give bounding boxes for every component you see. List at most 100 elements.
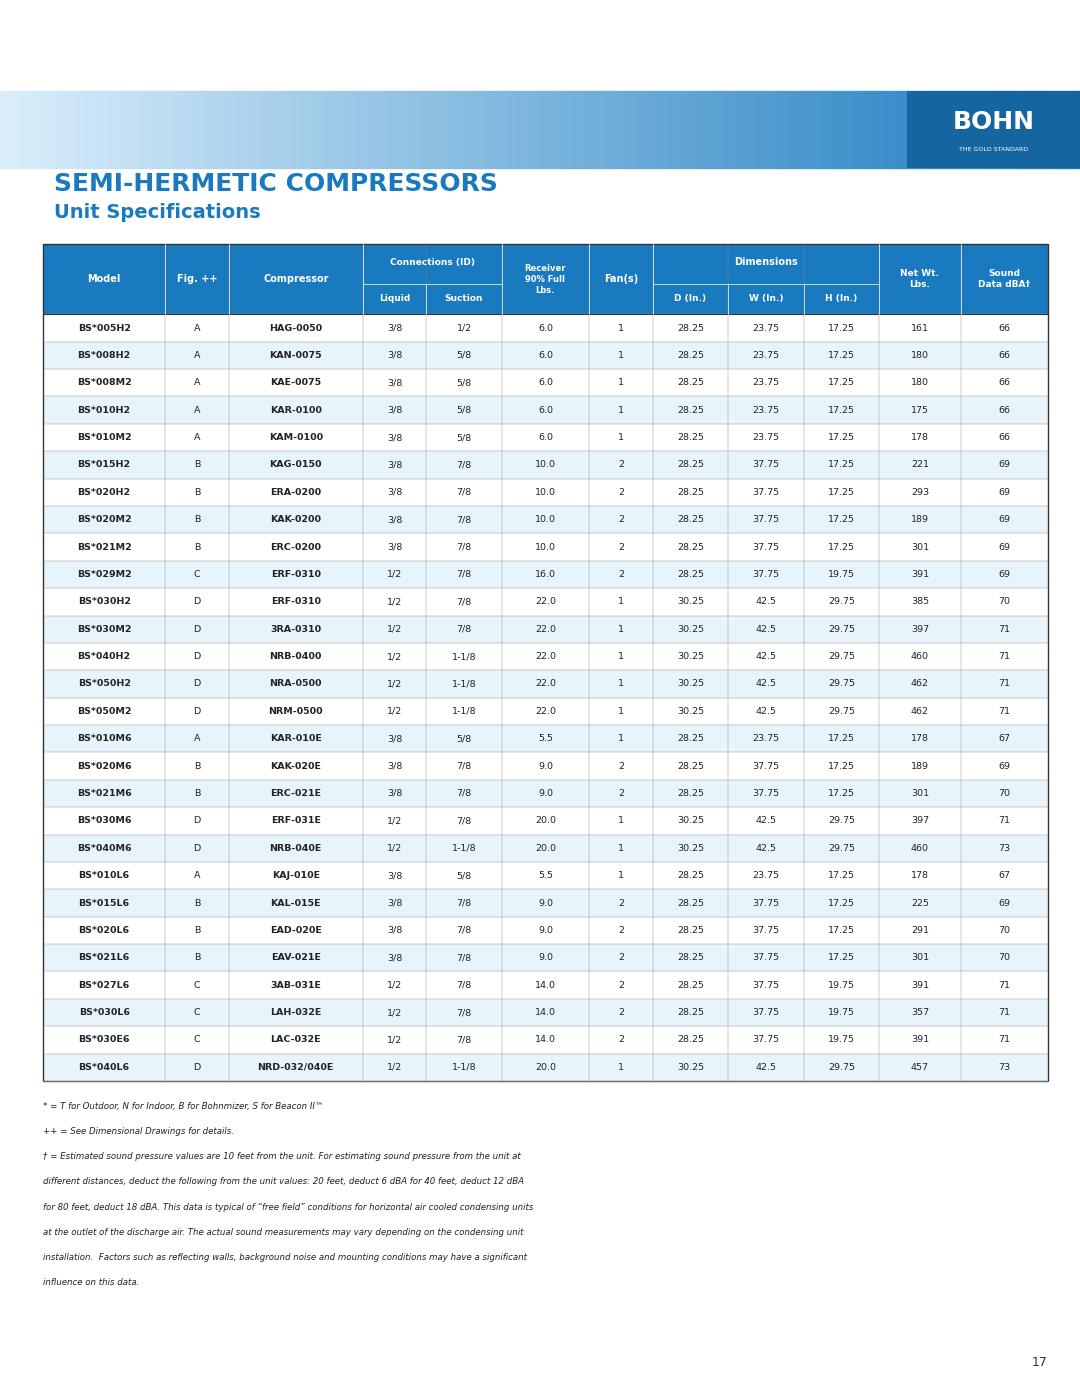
Bar <box>799 91 810 168</box>
Text: 1: 1 <box>618 679 624 689</box>
Text: 37.75: 37.75 <box>753 898 780 908</box>
Text: 178: 178 <box>910 735 929 743</box>
Bar <box>940 91 950 168</box>
Text: ERF-031E: ERF-031E <box>271 816 321 826</box>
Text: NRD-032/040E: NRD-032/040E <box>257 1063 334 1071</box>
Text: Liquid: Liquid <box>379 295 410 303</box>
Text: 3/8: 3/8 <box>387 405 402 415</box>
Text: 1: 1 <box>618 351 624 360</box>
Text: 5/8: 5/8 <box>457 433 472 441</box>
Text: 37.75: 37.75 <box>753 953 780 963</box>
Text: C: C <box>193 1035 201 1045</box>
Text: 70: 70 <box>998 789 1010 798</box>
Text: 6.0: 6.0 <box>538 433 553 441</box>
Bar <box>670 91 680 168</box>
Text: 17.25: 17.25 <box>828 789 855 798</box>
Bar <box>562 91 572 168</box>
Text: 457: 457 <box>910 1063 929 1071</box>
Text: KAK-020E: KAK-020E <box>270 761 321 771</box>
Text: 6.0: 6.0 <box>538 324 553 332</box>
Bar <box>1058 91 1069 168</box>
Text: 1-1/8: 1-1/8 <box>451 652 476 661</box>
Text: BS*050M2: BS*050M2 <box>77 707 132 715</box>
Text: 2: 2 <box>618 898 624 908</box>
Text: 291: 291 <box>910 926 929 935</box>
Text: Net Wt.
Lbs.: Net Wt. Lbs. <box>901 270 940 289</box>
Text: † = Estimated sound pressure values are 10 feet from the unit. For estimating so: † = Estimated sound pressure values are … <box>43 1153 521 1161</box>
Text: 225: 225 <box>910 898 929 908</box>
Text: 29.75: 29.75 <box>828 816 855 826</box>
Text: 391: 391 <box>910 570 929 578</box>
Text: 2: 2 <box>618 789 624 798</box>
Text: 391: 391 <box>910 981 929 989</box>
Text: A: A <box>193 872 200 880</box>
Bar <box>821 91 832 168</box>
Text: D: D <box>193 624 201 634</box>
Text: 28.25: 28.25 <box>677 926 704 935</box>
Text: 17.25: 17.25 <box>828 761 855 771</box>
Text: D: D <box>193 707 201 715</box>
Text: 66: 66 <box>998 351 1010 360</box>
Text: 29.75: 29.75 <box>828 679 855 689</box>
Bar <box>43 697 1048 725</box>
Text: 37.75: 37.75 <box>753 461 780 469</box>
Text: LAC-032E: LAC-032E <box>270 1035 321 1045</box>
Text: 1: 1 <box>618 652 624 661</box>
Text: 42.5: 42.5 <box>756 652 777 661</box>
Text: 28.25: 28.25 <box>677 898 704 908</box>
Text: A: A <box>193 405 200 415</box>
Text: 462: 462 <box>910 707 929 715</box>
Text: 20.0: 20.0 <box>535 844 556 852</box>
Bar <box>616 91 626 168</box>
Text: Dimensions: Dimensions <box>734 257 798 267</box>
Text: 10.0: 10.0 <box>535 461 556 469</box>
Text: 462: 462 <box>910 679 929 689</box>
Text: BS*008M2: BS*008M2 <box>77 379 132 387</box>
Bar <box>43 616 1048 643</box>
Text: 7/8: 7/8 <box>457 761 472 771</box>
Text: EAD-020E: EAD-020E <box>270 926 322 935</box>
Bar <box>713 91 724 168</box>
Bar <box>659 91 670 168</box>
Text: 42.5: 42.5 <box>756 598 777 606</box>
Text: 17.25: 17.25 <box>828 872 855 880</box>
Text: 180: 180 <box>910 379 929 387</box>
Bar <box>43 834 1048 862</box>
Text: 28.25: 28.25 <box>677 379 704 387</box>
Text: 293: 293 <box>910 488 929 497</box>
Bar <box>583 91 594 168</box>
Bar <box>43 506 1048 534</box>
Bar <box>43 342 1048 369</box>
Text: BS*040L6: BS*040L6 <box>79 1063 130 1071</box>
Text: 22.0: 22.0 <box>535 652 556 661</box>
Text: ERC-021E: ERC-021E <box>270 789 322 798</box>
Text: BS*010M2: BS*010M2 <box>77 433 132 441</box>
Bar <box>497 91 508 168</box>
Bar <box>54 91 65 168</box>
Text: BS*020M6: BS*020M6 <box>77 761 132 771</box>
Bar <box>486 91 497 168</box>
Text: 71: 71 <box>998 652 1010 661</box>
Bar <box>918 91 929 168</box>
Text: Connections (ID): Connections (ID) <box>390 257 475 267</box>
Bar <box>1026 91 1037 168</box>
Text: 1/2: 1/2 <box>387 707 402 715</box>
Text: BS*050H2: BS*050H2 <box>78 679 131 689</box>
Bar <box>896 91 907 168</box>
Bar <box>400 91 410 168</box>
Bar <box>302 91 313 168</box>
Text: BS*021M6: BS*021M6 <box>77 789 132 798</box>
Bar <box>119 91 130 168</box>
Bar <box>43 916 1048 944</box>
Text: 1: 1 <box>618 405 624 415</box>
Text: BS*030M6: BS*030M6 <box>77 816 132 826</box>
Bar <box>86 91 97 168</box>
Text: C: C <box>193 570 201 578</box>
Text: 37.75: 37.75 <box>753 1035 780 1045</box>
Bar <box>76 91 86 168</box>
Text: 29.75: 29.75 <box>828 1063 855 1071</box>
Text: 7/8: 7/8 <box>457 542 472 552</box>
Bar <box>443 91 454 168</box>
Text: 1-1/8: 1-1/8 <box>451 1063 476 1071</box>
Bar <box>767 91 778 168</box>
